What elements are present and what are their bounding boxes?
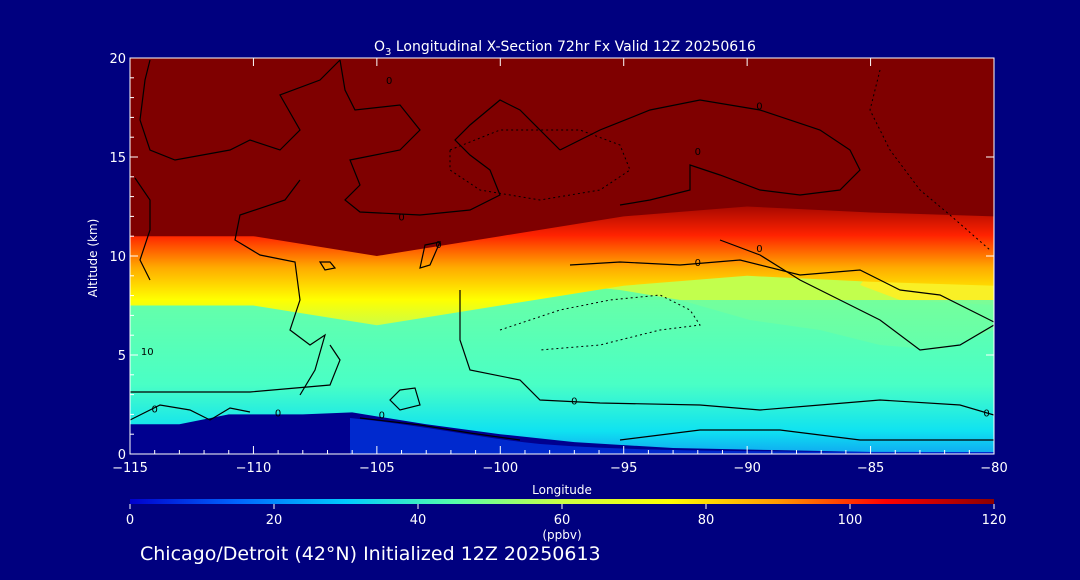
colorbar [130, 499, 994, 504]
contour-label: 0 [275, 408, 281, 419]
y-tick-label: 10 [109, 250, 126, 265]
terrain-surface [130, 412, 994, 454]
contour-label: 0 [756, 244, 762, 255]
contour-label: 0 [151, 404, 157, 415]
contour-line [619, 429, 994, 441]
contour-label: 0 [398, 212, 404, 223]
contour-lines [130, 59, 994, 441]
colorbar-tick-label: 0 [126, 513, 134, 528]
y-axis-label: Altitude (km) [86, 219, 100, 298]
y-tick-label: 15 [109, 151, 126, 166]
dashed-contour-line [869, 69, 991, 251]
contour-line [139, 59, 341, 161]
x-tick-label: −110 [236, 461, 272, 476]
annotation-caption: Chicago/Detroit (42°N) Initialized 12Z 2… [140, 543, 601, 565]
contour-line [559, 99, 861, 206]
stratosphere-fill [130, 58, 994, 256]
colorbar-label: (ppbv) [542, 528, 581, 542]
chart-title: O3 Longitudinal X-Section 72hr Fx Valid … [374, 39, 756, 58]
colorbar-tick-label: 120 [982, 513, 1007, 528]
contour-line [130, 344, 341, 393]
low-ozone-surface-band [350, 418, 994, 454]
contour-line [339, 59, 561, 216]
x-tick-label: −100 [482, 461, 518, 476]
contour-label: 0 [983, 408, 989, 419]
colorbar-tick-label: 40 [410, 513, 427, 528]
x-tick-label: −95 [610, 461, 637, 476]
contour-label: 0 [435, 240, 441, 251]
colorbar-tick-label: 60 [554, 513, 571, 528]
plot-area: 0 0 0 0 0 0 0 10 0 0 0 0 0 [130, 58, 994, 454]
x-tick-label: −105 [359, 461, 395, 476]
dashed-contour-line [499, 294, 701, 351]
contour-label: 0 [379, 410, 385, 421]
contour-line [419, 241, 442, 269]
x-tick-label: −115 [112, 461, 148, 476]
x-axis-label: Longitude [532, 483, 592, 497]
x-tick-label: −85 [857, 461, 884, 476]
x-tick-label: −80 [980, 461, 1007, 476]
contour-line [359, 417, 521, 441]
y-tick-label: 5 [118, 349, 126, 364]
colorbar-tick-label: 80 [698, 513, 715, 528]
contour-line [130, 404, 251, 421]
contour-label: 0 [695, 147, 701, 158]
contour-line [459, 290, 994, 416]
contour-line [234, 179, 327, 396]
contour-line [569, 259, 994, 323]
contour-line [389, 387, 421, 411]
dashed-contour-lines [449, 69, 991, 351]
contour-label: 0 [571, 397, 577, 408]
contour-label: 10 [141, 347, 154, 358]
y-tick-label: 0 [118, 448, 126, 463]
dashed-contour-line [449, 129, 631, 201]
contour-label: 0 [695, 258, 701, 269]
contour-label: 0 [756, 102, 762, 113]
contour-line [318, 261, 337, 271]
colorbar-tick-label: 20 [266, 513, 283, 528]
tropopause-gradient-band [130, 196, 994, 326]
contour-line [719, 239, 994, 351]
y-tick-label: 20 [109, 52, 126, 67]
contour-label: 0 [386, 76, 392, 87]
colorbar-tick-label: 100 [838, 513, 863, 528]
x-tick-label: −90 [733, 461, 760, 476]
contour-line [134, 177, 151, 281]
